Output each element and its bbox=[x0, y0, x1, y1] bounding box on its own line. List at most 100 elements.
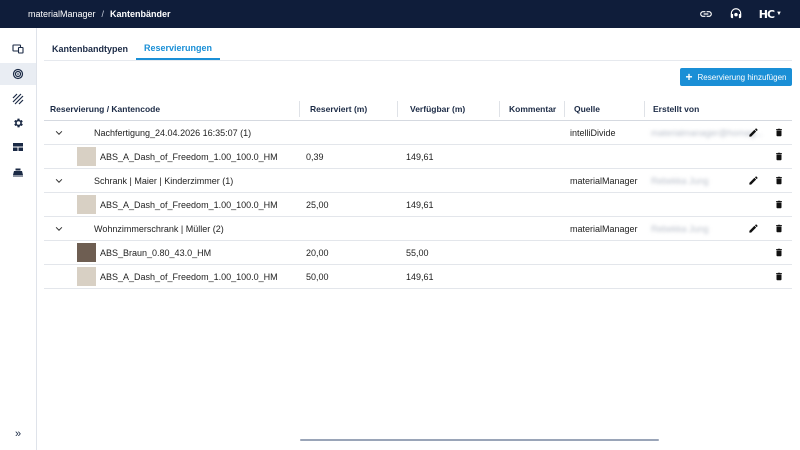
tab-bar: Kantenbandtypen Reservierungen bbox=[44, 38, 221, 60]
delete-button[interactable] bbox=[774, 169, 784, 192]
delete-button[interactable] bbox=[774, 265, 784, 288]
material-swatch bbox=[77, 195, 96, 214]
group-source: materialManager bbox=[570, 223, 638, 234]
group-source: materialManager bbox=[570, 175, 638, 186]
delete-button[interactable] bbox=[774, 241, 784, 264]
sidebar: » bbox=[0, 28, 37, 450]
support-icon[interactable] bbox=[729, 7, 743, 21]
chevron-down-icon[interactable] bbox=[54, 217, 64, 240]
delete-button[interactable] bbox=[774, 217, 784, 240]
pencil-icon bbox=[749, 176, 758, 185]
item-reserved: 0,39 bbox=[306, 151, 324, 162]
column-header-comment[interactable]: Kommentar bbox=[509, 103, 557, 114]
add-reservation-label: Reservierung hinzufügen bbox=[697, 72, 787, 82]
group-row[interactable]: Wohnzimmerschrank | Müller (2) materialM… bbox=[44, 217, 792, 241]
column-header-code[interactable]: Reservierung / Kantencode bbox=[50, 103, 161, 114]
table-header: Reservierung / Kantencode Reserviert (m)… bbox=[44, 97, 792, 121]
breadcrumb-app[interactable]: materialManager bbox=[28, 9, 96, 19]
column-header-available[interactable]: Verfügbar (m) bbox=[410, 103, 466, 114]
edit-button[interactable] bbox=[748, 121, 759, 144]
item-code: ABS_A_Dash_of_Freedom_1.00_100.0_HM bbox=[100, 199, 278, 210]
breadcrumb: materialManager / Kantenbänder bbox=[0, 9, 171, 19]
tab-kantenbandtypen[interactable]: Kantenbandtypen bbox=[52, 44, 129, 54]
panel-layout-icon bbox=[13, 143, 23, 151]
sidebar-item-panels[interactable] bbox=[0, 136, 36, 158]
column-divider bbox=[564, 101, 565, 117]
reservations-table: Reservierung / Kantencode Reserviert (m)… bbox=[44, 97, 792, 289]
delete-button[interactable] bbox=[774, 193, 784, 216]
trash-icon bbox=[776, 200, 782, 209]
link-icon[interactable] bbox=[699, 7, 713, 21]
column-divider bbox=[644, 101, 645, 117]
sidebar-item-materials[interactable] bbox=[0, 88, 36, 110]
material-swatch bbox=[77, 147, 96, 166]
brand-menu[interactable]: HC ▼ bbox=[759, 8, 782, 21]
horizontal-scrollbar[interactable] bbox=[300, 439, 659, 441]
column-divider bbox=[397, 101, 398, 117]
double-chevron-right-icon: » bbox=[14, 428, 22, 440]
item-row[interactable]: ABS_Braun_0.80_43.0_HM 20,00 55,00 bbox=[44, 241, 792, 265]
item-row[interactable]: ABS_A_Dash_of_Freedom_1.00_100.0_HM 25,0… bbox=[44, 193, 792, 217]
item-row[interactable]: ABS_A_Dash_of_Freedom_1.00_100.0_HM 0,39… bbox=[44, 145, 792, 169]
column-header-created-by[interactable]: Erstellt von bbox=[653, 103, 700, 114]
edgeband-roll-icon bbox=[12, 68, 24, 80]
brand-logo: HC bbox=[758, 7, 775, 21]
item-reserved: 20,00 bbox=[306, 247, 329, 258]
item-available: 149,61 bbox=[406, 151, 434, 162]
sidebar-item-settings[interactable] bbox=[0, 112, 36, 134]
pencil-icon bbox=[749, 224, 758, 233]
group-name: Schrank | Maier | Kinderzimmer (1) bbox=[94, 175, 234, 186]
item-available: 55,00 bbox=[406, 247, 429, 258]
chevron-down-icon[interactable] bbox=[54, 121, 64, 144]
trash-icon bbox=[776, 176, 782, 185]
sidebar-item-machines[interactable] bbox=[0, 161, 36, 183]
edit-button[interactable] bbox=[748, 217, 759, 240]
devices-icon bbox=[12, 44, 24, 54]
caret-down-icon: ▼ bbox=[776, 11, 782, 17]
tab-divider bbox=[44, 60, 792, 61]
column-divider bbox=[499, 101, 500, 117]
add-reservation-button[interactable]: + Reservierung hinzufügen bbox=[680, 68, 792, 86]
trash-icon bbox=[776, 272, 782, 281]
breadcrumb-separator: / bbox=[101, 9, 105, 19]
trash-icon bbox=[776, 224, 782, 233]
top-bar: materialManager / Kantenbänder HC ▼ bbox=[0, 0, 800, 28]
group-row[interactable]: Nachfertigung_24.04.2026 16:35:07 (1) in… bbox=[44, 121, 792, 145]
pencil-icon bbox=[749, 128, 758, 137]
group-creator: Rebekka Jung bbox=[651, 175, 709, 186]
item-code: ABS_A_Dash_of_Freedom_1.00_100.0_HM bbox=[100, 151, 278, 162]
group-creator: materialmanager@homag... bbox=[651, 127, 763, 138]
group-creator: Rebekka Jung bbox=[651, 223, 709, 234]
group-name: Nachfertigung_24.04.2026 16:35:07 (1) bbox=[94, 127, 252, 138]
chevron-down-icon[interactable] bbox=[54, 169, 64, 192]
tab-reservierungen[interactable]: Reservierungen bbox=[136, 38, 221, 60]
item-available: 149,61 bbox=[406, 271, 434, 282]
column-header-reserved[interactable]: Reserviert (m) bbox=[310, 103, 368, 114]
hatch-pattern-icon bbox=[12, 93, 24, 105]
item-available: 149,61 bbox=[406, 199, 434, 210]
sidebar-expand-button[interactable]: » bbox=[0, 426, 36, 442]
sidebar-item-devices[interactable] bbox=[0, 38, 36, 60]
gear-icon bbox=[14, 118, 23, 128]
group-source: intelliDivide bbox=[570, 127, 616, 138]
delete-button[interactable] bbox=[774, 145, 784, 168]
trash-icon bbox=[776, 152, 782, 161]
edit-button[interactable] bbox=[748, 169, 759, 192]
group-name: Wohnzimmerschrank | Müller (2) bbox=[94, 223, 224, 234]
sidebar-item-edgebands[interactable] bbox=[0, 63, 36, 85]
trash-icon bbox=[776, 248, 782, 257]
trash-icon bbox=[776, 128, 782, 137]
item-reserved: 50,00 bbox=[306, 271, 329, 282]
material-swatch bbox=[77, 267, 96, 286]
group-row[interactable]: Schrank | Maier | Kinderzimmer (1) mater… bbox=[44, 169, 792, 193]
machine-icon bbox=[13, 168, 23, 177]
column-divider bbox=[299, 101, 300, 117]
item-row[interactable]: ABS_A_Dash_of_Freedom_1.00_100.0_HM 50,0… bbox=[44, 265, 792, 289]
item-reserved: 25,00 bbox=[306, 199, 329, 210]
delete-button[interactable] bbox=[774, 121, 784, 144]
item-code: ABS_Braun_0.80_43.0_HM bbox=[100, 247, 212, 258]
breadcrumb-current: Kantenbänder bbox=[110, 9, 171, 19]
plus-icon: + bbox=[685, 70, 693, 84]
column-header-source[interactable]: Quelle bbox=[574, 103, 600, 114]
item-code: ABS_A_Dash_of_Freedom_1.00_100.0_HM bbox=[100, 271, 278, 282]
